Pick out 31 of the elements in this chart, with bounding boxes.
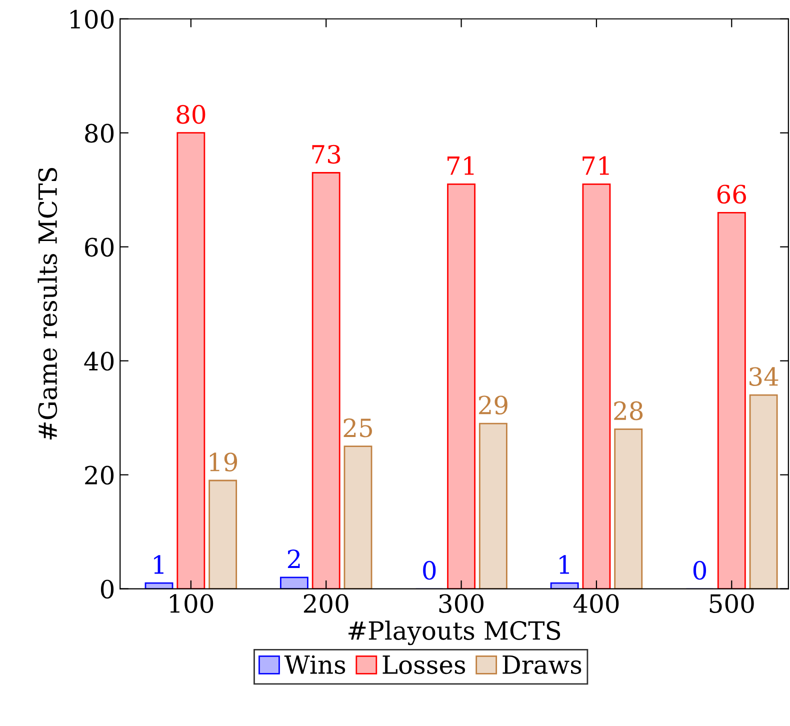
y-tick-label: 80 [85, 124, 114, 143]
legend-label: Draws [502, 656, 582, 674]
x-tick-label: 200 [304, 594, 348, 613]
data-label: 1 [560, 555, 569, 574]
x-tick-label: 100 [170, 594, 214, 613]
data-label: 66 [717, 184, 746, 204]
y-tick-label: 0 [100, 580, 114, 599]
legend-label: Wins [284, 655, 346, 674]
x-tick-label: 400 [573, 594, 619, 613]
data-label: 1 [154, 555, 164, 574]
legend-label: Losses [382, 656, 466, 674]
x-tick-label: 300 [439, 594, 484, 613]
y-tick-label: 40 [84, 352, 114, 371]
y-tick-label: 20 [85, 466, 114, 485]
data-label: 0 [693, 560, 706, 580]
data-label: 73 [312, 144, 340, 164]
data-label: 2 [288, 549, 300, 568]
y-tick-label: 60 [85, 238, 114, 257]
data-label: 0 [423, 560, 436, 580]
data-label: 34 [750, 367, 778, 386]
data-label: 25 [344, 418, 372, 438]
data-label: 80 [176, 104, 206, 124]
y-axis-title: #Game results MCTS [38, 168, 58, 440]
data-label: 29 [478, 396, 508, 414]
data-label: 28 [614, 401, 643, 420]
x-tick-label: 500 [710, 594, 754, 613]
y-tick-label: 100 [70, 10, 114, 29]
data-label: 71 [447, 156, 474, 175]
data-label: 71 [582, 156, 609, 175]
x-axis-title: #Playouts MCTS [348, 620, 560, 646]
data-label: 19 [210, 452, 238, 472]
